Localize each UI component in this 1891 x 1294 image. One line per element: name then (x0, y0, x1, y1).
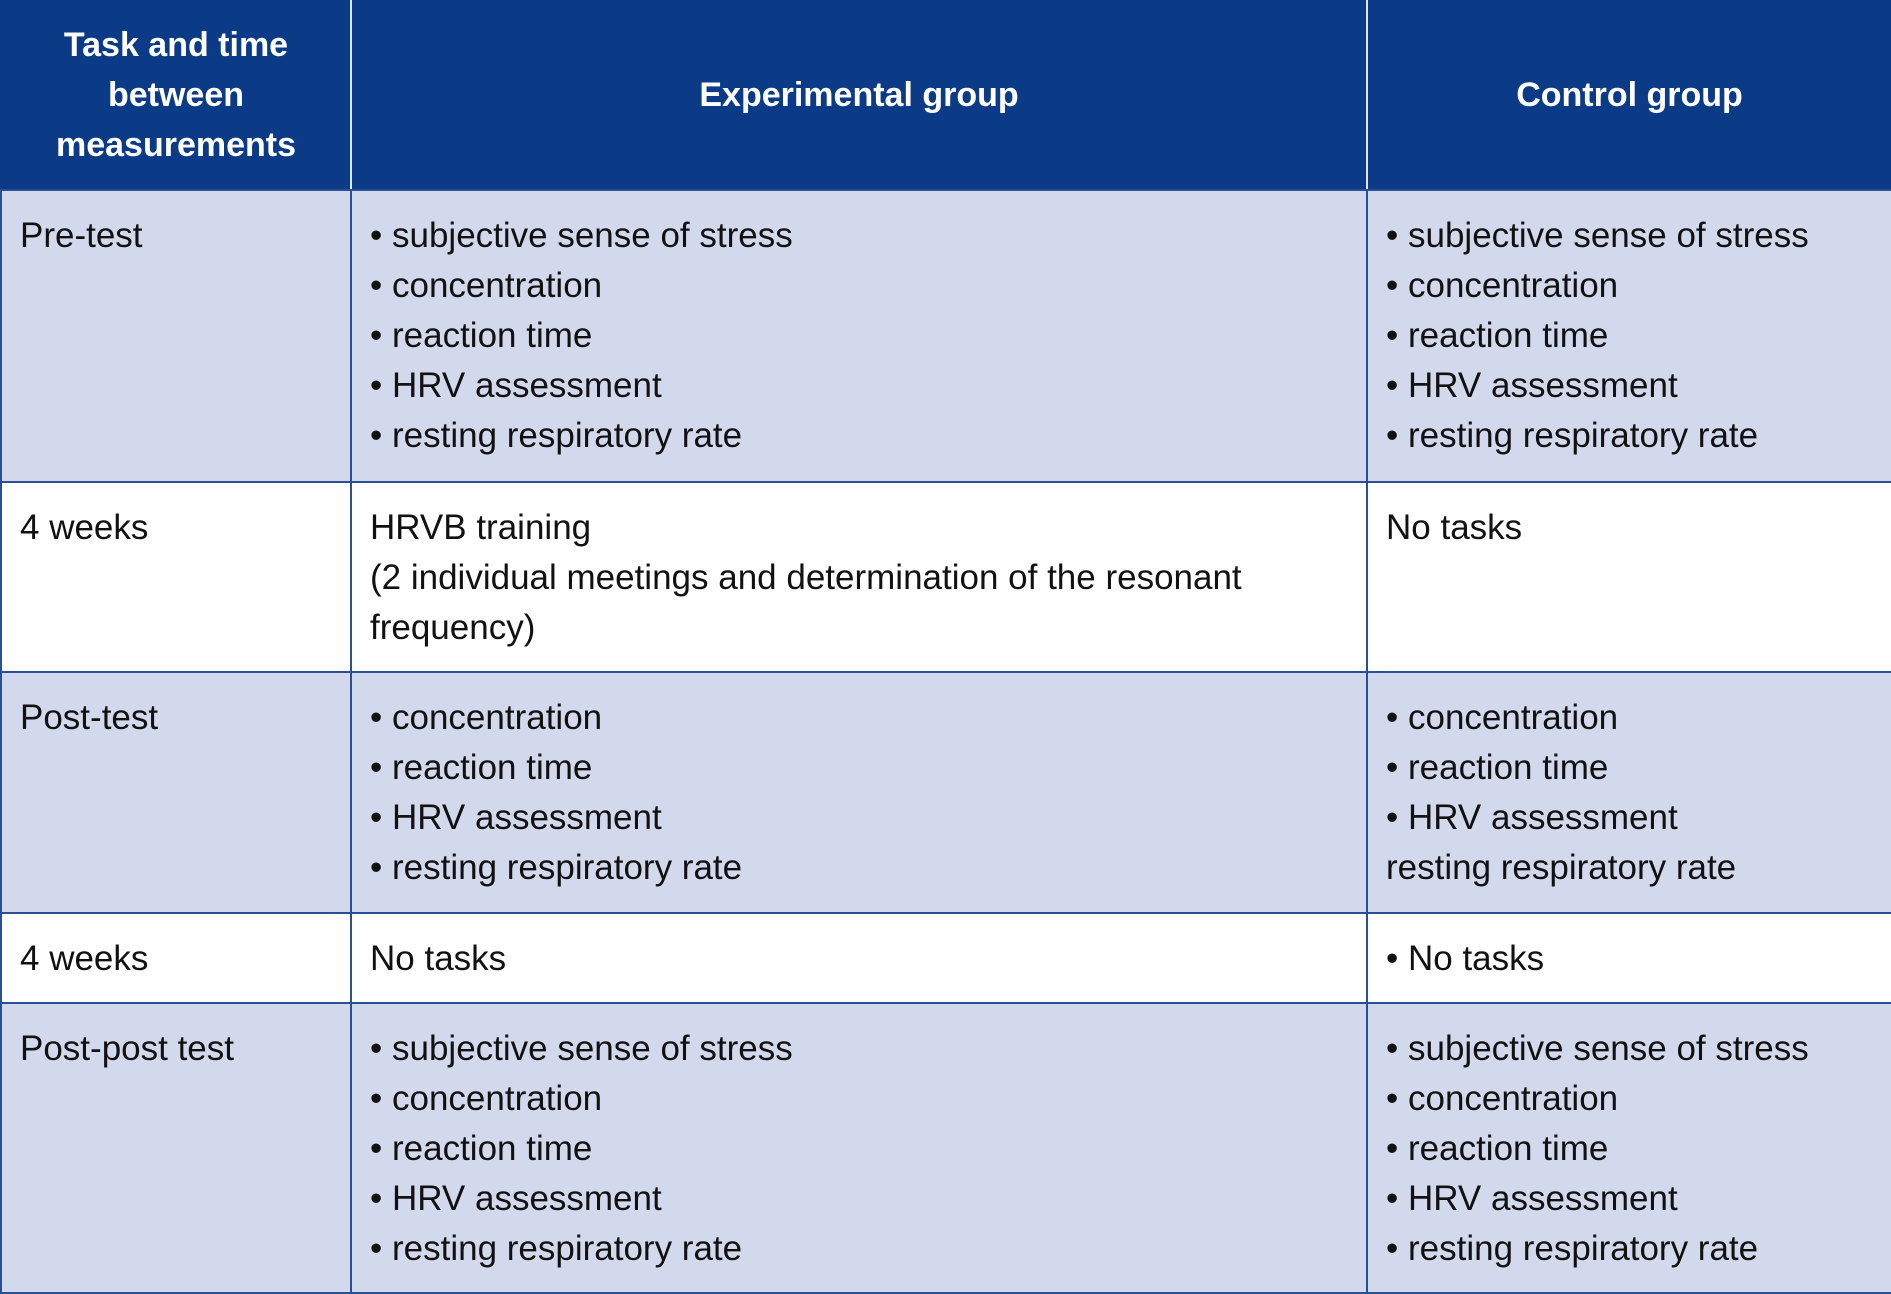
list-item: reaction time (1386, 743, 1873, 793)
list-item: resting respiratory rate (1386, 848, 1737, 887)
control-cell: subjective sense of stress concentration… (1366, 1002, 1891, 1294)
list-item: subjective sense of stress (1386, 1024, 1873, 1074)
experimental-cell: No tasks (350, 912, 1368, 1004)
table-row-post-post-test: Post-post test subjective sense of stres… (0, 1002, 1891, 1294)
table-row-post-test: Post-test concentration reaction time HR… (0, 671, 1891, 914)
list-item: No tasks (1386, 934, 1873, 984)
header-task-time: Task and time between measurements (0, 0, 352, 191)
table-row-pre-test: Pre-test subjective sense of stress conc… (0, 189, 1891, 483)
list-item: HRV assessment (370, 1174, 1348, 1224)
row-label: Post-post test (0, 1002, 352, 1294)
list-item: HRV assessment (1386, 1174, 1873, 1224)
experimental-cell: HRVB training (2 individual meetings and… (350, 481, 1368, 673)
experimental-cell: concentration reaction time HRV assessme… (350, 671, 1368, 914)
row-label: Pre-test (0, 189, 352, 483)
list-item: resting respiratory rate (370, 1224, 1348, 1274)
list-item: HRV assessment (370, 361, 1348, 411)
list-item: subjective sense of stress (370, 211, 1348, 261)
list-item: resting respiratory rate (370, 843, 1348, 893)
row-label: 4 weeks (0, 481, 352, 673)
list-item: subjective sense of stress (1386, 211, 1873, 261)
header-experimental-group: Experimental group (350, 0, 1368, 191)
list-item: HRV assessment (1386, 361, 1873, 411)
control-cell: subjective sense of stress concentration… (1366, 189, 1891, 483)
list-item: concentration (1386, 693, 1873, 743)
list-item: resting respiratory rate (1386, 1224, 1873, 1274)
training-title: HRVB training (370, 508, 592, 547)
experimental-cell: subjective sense of stress concentration… (350, 189, 1368, 483)
list-item: reaction time (370, 1124, 1348, 1174)
row-label: 4 weeks (0, 912, 352, 1004)
list-item: concentration (370, 693, 1348, 743)
list-item: HRV assessment (1386, 793, 1873, 843)
list-item: resting respiratory rate (1386, 411, 1873, 461)
table-row-4-weeks-training: 4 weeks HRVB training (2 individual meet… (0, 481, 1891, 673)
list-item: subjective sense of stress (370, 1024, 1348, 1074)
header-control-group: Control group (1366, 0, 1891, 191)
control-cell: No tasks (1366, 912, 1891, 1004)
list-item: concentration (1386, 261, 1873, 311)
list-item: concentration (370, 1074, 1348, 1124)
list-item: concentration (370, 261, 1348, 311)
header-row: Task and time between measurements Exper… (0, 0, 1891, 191)
list-item: reaction time (370, 311, 1348, 361)
experimental-cell: subjective sense of stress concentration… (350, 1002, 1368, 1294)
control-cell: No tasks (1366, 481, 1891, 673)
list-item: HRV assessment (370, 793, 1348, 843)
list-item: resting respiratory rate (370, 411, 1348, 461)
list-item: reaction time (1386, 311, 1873, 361)
list-item: concentration (1386, 1074, 1873, 1124)
row-label: Post-test (0, 671, 352, 914)
list-item: reaction time (370, 743, 1348, 793)
table-row-4-weeks-rest: 4 weeks No tasks No tasks (0, 912, 1891, 1004)
training-detail: (2 individual meetings and determination… (370, 558, 1242, 647)
list-item: reaction time (1386, 1124, 1873, 1174)
control-cell: concentration reaction time HRV assessme… (1366, 671, 1891, 914)
